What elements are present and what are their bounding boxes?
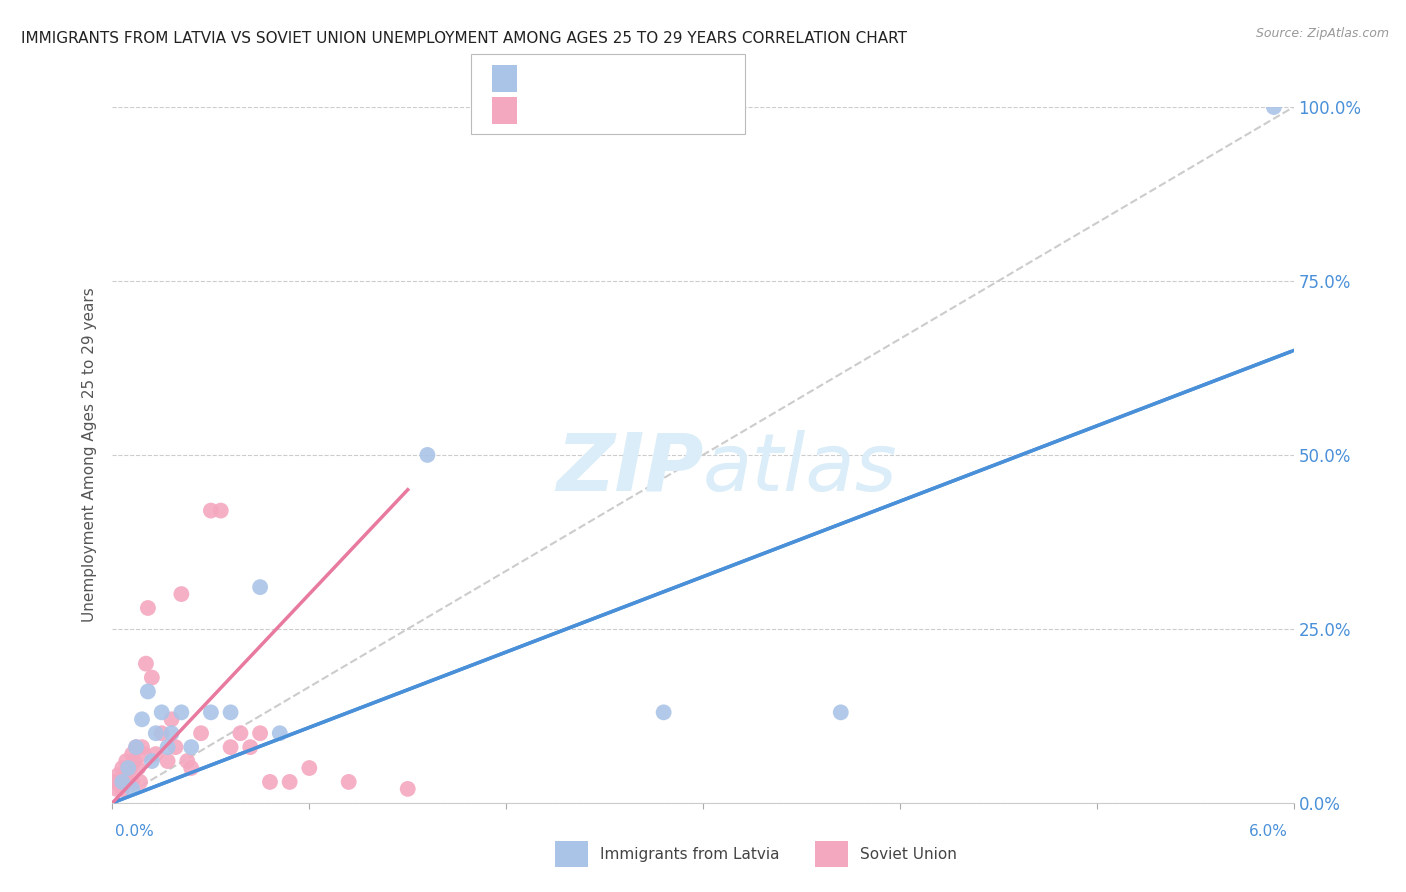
Text: 0.0%: 0.0%: [115, 824, 155, 838]
Point: [160, 712, 183, 726]
Point: [112, 775, 135, 789]
Point: [249, 726, 271, 740]
Point: [121, 775, 143, 789]
Point: [135, 657, 157, 671]
Point: [200, 503, 222, 517]
Point: [160, 726, 183, 740]
Point: [156, 740, 179, 755]
Point: [150, 706, 173, 720]
Point: [145, 747, 167, 761]
Point: [121, 747, 143, 761]
Point: [112, 768, 135, 782]
Point: [156, 754, 179, 768]
Text: IMMIGRANTS FROM LATVIA VS SOVIET UNION UNEMPLOYMENT AMONG AGES 25 TO 29 YEARS CO: IMMIGRANTS FROM LATVIA VS SOVIET UNION U…: [21, 31, 907, 46]
Text: Source: ZipAtlas.com: Source: ZipAtlas.com: [1256, 27, 1389, 40]
Point: [107, 768, 129, 782]
Text: ZIP: ZIP: [555, 430, 703, 508]
Point: [145, 726, 167, 740]
Point: [170, 587, 193, 601]
Point: [165, 740, 187, 755]
Point: [219, 740, 242, 755]
Text: R = 0.719: R = 0.719: [527, 102, 610, 120]
Point: [131, 712, 153, 726]
Point: [111, 775, 134, 789]
Point: [652, 706, 675, 720]
Point: [239, 740, 262, 755]
Point: [141, 671, 163, 685]
Point: [200, 706, 222, 720]
Point: [180, 740, 202, 755]
Point: [1263, 100, 1285, 114]
Point: [176, 754, 198, 768]
Point: [249, 580, 271, 594]
Point: [129, 775, 152, 789]
Y-axis label: Unemployment Among Ages 25 to 29 years: Unemployment Among Ages 25 to 29 years: [82, 287, 97, 623]
Point: [219, 706, 242, 720]
Point: [170, 706, 193, 720]
Point: [110, 775, 132, 789]
Point: [229, 726, 252, 740]
Point: [337, 775, 360, 789]
Point: [141, 754, 163, 768]
Point: [278, 775, 301, 789]
Point: [136, 601, 159, 615]
Text: Soviet Union: Soviet Union: [859, 847, 956, 862]
Text: Immigrants from Latvia: Immigrants from Latvia: [599, 847, 779, 862]
Point: [131, 740, 153, 755]
Point: [115, 754, 138, 768]
Point: [105, 781, 128, 796]
Point: [132, 747, 155, 761]
Point: [298, 761, 321, 775]
Point: [209, 503, 232, 517]
Point: [180, 761, 202, 775]
Point: [396, 781, 419, 796]
Point: [125, 740, 148, 755]
Text: R = 0.712: R = 0.712: [527, 70, 610, 87]
Point: [103, 775, 125, 789]
Point: [120, 761, 142, 775]
Point: [122, 754, 145, 768]
Point: [269, 726, 291, 740]
Point: [121, 781, 143, 796]
Point: [136, 684, 159, 698]
Text: atlas: atlas: [703, 430, 898, 508]
Text: 6.0%: 6.0%: [1249, 824, 1288, 838]
Point: [117, 761, 139, 775]
Point: [259, 775, 281, 789]
Point: [830, 706, 852, 720]
Point: [416, 448, 439, 462]
Point: [127, 761, 149, 775]
Point: [125, 740, 148, 755]
Point: [115, 768, 138, 782]
Point: [190, 726, 212, 740]
Point: [111, 781, 134, 796]
Point: [111, 761, 134, 775]
Point: [117, 761, 139, 775]
Text: N = 43: N = 43: [612, 102, 673, 120]
Point: [150, 726, 173, 740]
Text: N = 21: N = 21: [612, 70, 673, 87]
